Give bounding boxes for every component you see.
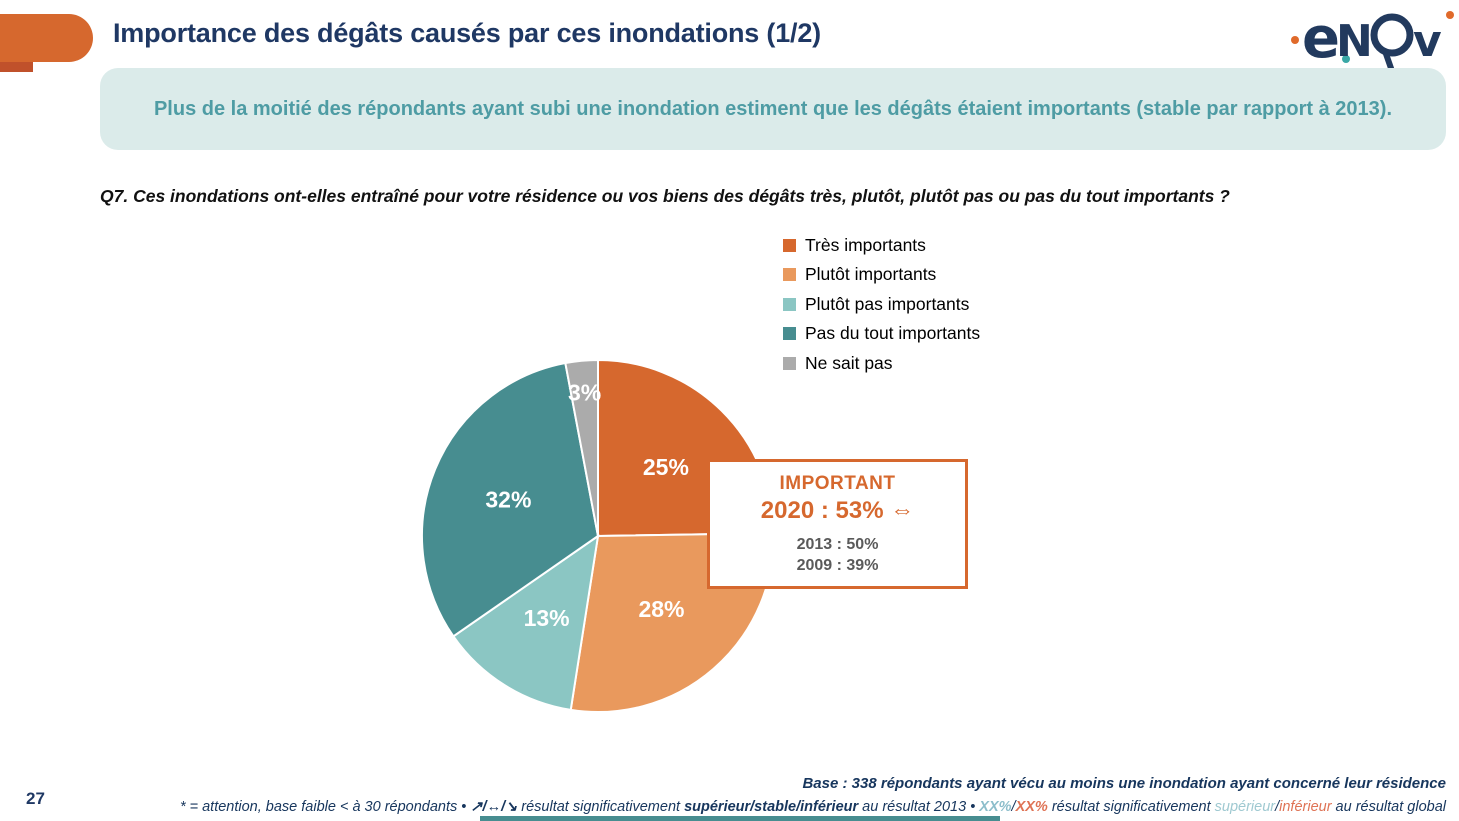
pie-slice-label: 28% bbox=[638, 596, 684, 622]
bottom-accent-bar bbox=[480, 816, 1000, 821]
legend-label: Pas du tout importants bbox=[805, 323, 981, 344]
pie-slice-label: 3% bbox=[568, 379, 601, 405]
footnote-superior-word: supérieur bbox=[1214, 799, 1276, 815]
legend-swatch bbox=[783, 297, 796, 311]
footnote-inferior-word: inférieur bbox=[1279, 799, 1332, 815]
enov-logo-icon: e N v bbox=[1291, 6, 1454, 77]
legend-label: Plutôt pas importants bbox=[805, 293, 970, 314]
footnote-part5: au résultat global bbox=[1331, 799, 1446, 815]
footnote-xx-inferior: XX% bbox=[1015, 799, 1048, 815]
pie-slice-label: 25% bbox=[643, 454, 689, 480]
legend-item: Pas du tout importants bbox=[783, 323, 980, 346]
callout-current-text: 2020 : 53% bbox=[760, 497, 884, 524]
footnote-slash1: / bbox=[1011, 799, 1016, 815]
legend-item: Ne sait pas bbox=[783, 352, 980, 375]
svg-text:e: e bbox=[1302, 6, 1340, 71]
callout-history-2013: 2013 : 50% bbox=[796, 536, 879, 553]
pie-slice bbox=[451, 533, 600, 712]
pie-slice-label: 13% bbox=[524, 605, 570, 631]
callout-history-2009: 2009 : 39% bbox=[796, 557, 879, 574]
legend: Très importants Plutôt importants Plutôt p… bbox=[783, 234, 980, 375]
footnote-xx-superior: XX% bbox=[979, 799, 1012, 815]
legend-label: Très importants bbox=[805, 234, 926, 255]
base-note: Base : 338 répondants ayant vécu au moin… bbox=[802, 775, 1446, 792]
legend-swatch bbox=[783, 238, 796, 252]
callout-history: 2013 : 50% 2009 : 39% bbox=[710, 534, 965, 576]
question-text: Q7. Ces inondations ont-elles entraîné p… bbox=[100, 186, 1230, 206]
callout-current-value: 2020 : 53% ⇔ bbox=[710, 497, 965, 525]
enov-logo: e N v bbox=[1288, 2, 1458, 82]
footnote-part4: résultat significativement bbox=[1047, 799, 1215, 815]
legend-swatch bbox=[783, 268, 796, 282]
callout-title: IMPORTANT bbox=[779, 473, 896, 494]
pie-chart: 25% 28% 13% 32% 3% bbox=[421, 358, 775, 713]
important-callout: IMPORTANT 2020 : 53% ⇔ 2013 : 50% 2009 :… bbox=[707, 459, 968, 589]
footnote-part3: au résultat 2013 • bbox=[858, 799, 980, 815]
legend-item: Très importants bbox=[783, 234, 980, 257]
key-message-text: Plus de la moitié des répondants ayant s… bbox=[153, 97, 1393, 120]
footnote-part2: résultat significativement bbox=[517, 799, 685, 815]
legend-label: Plutôt importants bbox=[805, 264, 937, 285]
legend-label: Ne sait pas bbox=[805, 352, 893, 373]
header-accent-pill bbox=[0, 14, 93, 62]
pie-slice bbox=[421, 361, 600, 638]
pie-chart-container: 25% 28% 13% 32% 3% bbox=[408, 346, 788, 726]
legend-swatch bbox=[783, 327, 796, 341]
footnote-slash2: / bbox=[1275, 799, 1280, 815]
page-number: 27 bbox=[26, 789, 45, 808]
key-message-banner: Plus de la moitié des répondants ayant s… bbox=[100, 68, 1446, 150]
legend-item: Plutôt importants bbox=[783, 264, 980, 287]
footnote-part1: * = attention, base faible < à 30 répond… bbox=[179, 799, 471, 815]
trend-arrows-icon: ↗/↔/↘ bbox=[470, 799, 518, 815]
stable-arrow-icon: ⇔ bbox=[890, 497, 915, 524]
svg-text:v: v bbox=[1413, 16, 1442, 67]
page-title: Importance des dégâts causés par ces ino… bbox=[113, 18, 821, 48]
methodology-footnote: * = attention, base faible < à 30 répond… bbox=[180, 799, 1446, 815]
legend-swatch bbox=[783, 356, 796, 370]
svg-text:N: N bbox=[1336, 16, 1373, 67]
pie-slice-label: 32% bbox=[485, 486, 531, 512]
legend-item: Plutôt pas importants bbox=[783, 293, 980, 316]
footnote-emph: supérieur/stable/inférieur bbox=[684, 799, 859, 815]
pie-slice bbox=[564, 358, 599, 537]
